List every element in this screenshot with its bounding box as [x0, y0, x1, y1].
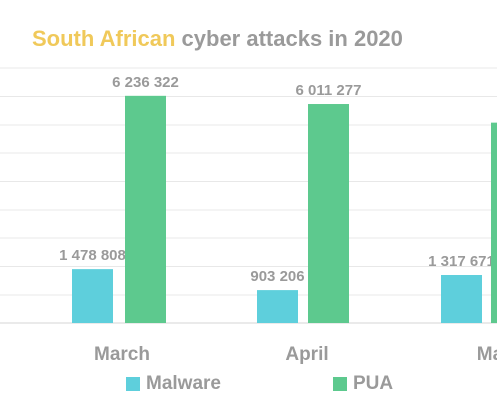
- data-label-malware-2: 1 317 671: [428, 253, 495, 270]
- x-tick-label-0: March: [94, 344, 150, 365]
- bar-malware-2: [441, 274, 482, 323]
- legend-item-malware: Malware: [126, 372, 221, 396]
- data-label-pua-1: 6 011 277: [296, 82, 362, 99]
- chart-title-rest: cyber attacks in 2020: [175, 26, 403, 51]
- legend-item-pua: PUA: [333, 372, 393, 396]
- legend-swatch-pua: [333, 377, 347, 391]
- bar-malware-0: [72, 269, 113, 323]
- legend-label-malware: Malware: [146, 373, 221, 394]
- legend-swatch-malware: [126, 377, 140, 391]
- x-tick-label-2: Ma: [477, 344, 497, 365]
- bar-pua-2: [491, 122, 497, 324]
- data-label-malware-0: 1 478 808: [59, 247, 126, 264]
- chart-title: South African cyber attacks in 2020: [32, 26, 403, 52]
- data-label-malware-1: 903 206: [250, 268, 304, 285]
- data-label-pua-0: 6 236 322: [112, 74, 179, 91]
- chart-title-highlight: South African: [32, 26, 176, 51]
- bar-malware-1: [257, 290, 298, 323]
- bar-pua-1: [308, 104, 349, 324]
- bar-pua-0: [125, 95, 166, 323]
- x-tick-label-1: April: [285, 344, 328, 365]
- legend-label-pua: PUA: [353, 373, 394, 394]
